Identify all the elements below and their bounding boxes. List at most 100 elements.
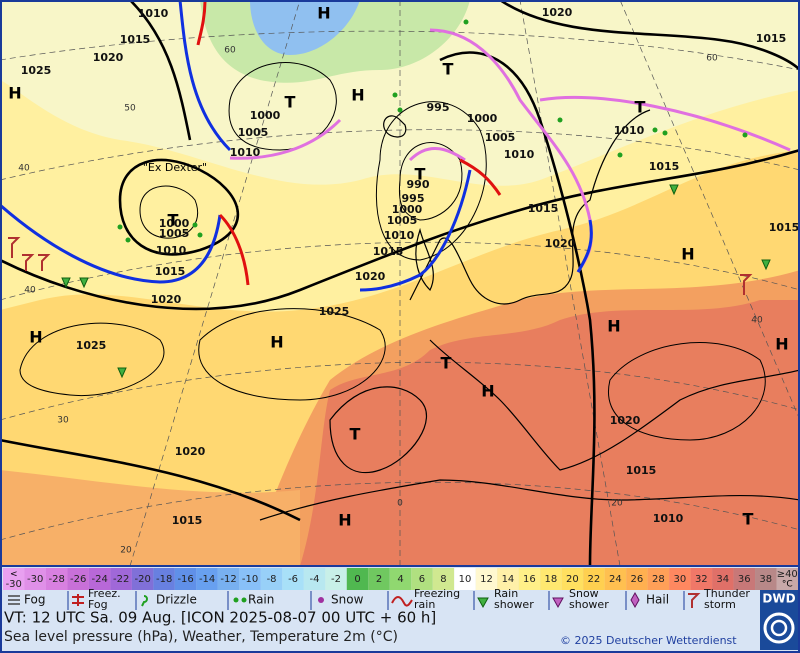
logo-swirl: [763, 612, 795, 644]
icon: [72, 594, 84, 606]
scale-cell: [110, 568, 132, 590]
scale-cell: [174, 568, 197, 590]
scale-cell: [217, 568, 240, 590]
scale-cell: [196, 568, 218, 590]
icon: [233, 597, 239, 603]
isobar-label: 1015: [769, 221, 800, 234]
isobar-label: 1005: [485, 131, 516, 144]
isobar-label: 1015: [626, 464, 657, 477]
isobar-label: 1020: [175, 445, 206, 458]
scale-label: -12: [220, 574, 236, 585]
isobar-label: 1025: [319, 305, 350, 318]
scale-cell: [475, 568, 498, 590]
scale-cell: [88, 568, 111, 590]
weather-symbols: [8, 19, 771, 379]
isobars: [2, 2, 798, 566]
valid-time: VT: 12 UTC Sa. 09 Aug. [ICON 2025-08-07 …: [4, 609, 436, 627]
scale-cell: [131, 568, 154, 590]
map-labels: 1010101510251020100010051010995100010051…: [8, 4, 800, 556]
grid-label: 60: [224, 46, 236, 56]
isobar-label: 1015: [120, 33, 151, 46]
scale-label: 12: [480, 574, 493, 585]
scale-cell: [389, 568, 412, 590]
isobar-label: 1010: [614, 124, 645, 137]
scale-label: -2: [331, 574, 341, 585]
scale-cell: [454, 568, 476, 590]
scale-label: 32: [695, 574, 708, 585]
cold-core: [250, 2, 360, 55]
isobar-label: 1005: [159, 227, 190, 240]
isobar-label: 1015: [155, 265, 186, 278]
scale-cell: [604, 568, 627, 590]
grid-label: 30: [57, 416, 69, 426]
scale-label: -14: [199, 574, 215, 585]
scale-cell: [690, 568, 713, 590]
scale-cell: [3, 568, 25, 590]
pressure-system: H: [681, 245, 694, 264]
isobar-label: 1005: [238, 126, 269, 139]
pressure-system: T: [443, 60, 454, 79]
weather-legend-label: Fog: [88, 598, 108, 611]
isobar-label: 1005: [387, 214, 418, 227]
grid-label: 40: [18, 164, 30, 174]
grid-label: 50: [124, 104, 136, 114]
scale-cell: [303, 568, 326, 590]
grid-label: 20: [611, 499, 623, 509]
icon: [552, 597, 564, 609]
scale-cell: [368, 568, 390, 590]
africa-zone: [2, 470, 300, 566]
temperature-scale: <-30 -30 -28 -26 -24 -22 -20 -18 -16 -14 -12 -10 -8-…: [3, 568, 798, 590]
weather-legend-label: rain: [414, 598, 435, 611]
icon: [688, 593, 701, 608]
scale-label: -16: [177, 574, 193, 585]
weather-legend-label: Rain: [494, 587, 518, 600]
scale-label: 24: [609, 574, 622, 585]
very-hot-zone: [300, 300, 798, 566]
storm-name: "Ex Dexter": [143, 161, 207, 174]
icon: [391, 596, 413, 607]
grid-label: 20: [120, 546, 132, 556]
weather-legend-label: Rain: [248, 593, 274, 607]
weather-legend-label: Hail: [646, 593, 669, 607]
weather-legend-label: shower: [569, 598, 609, 611]
isobar-label: 1010: [653, 512, 684, 525]
pressure-system: H: [29, 328, 42, 347]
scale-cell: [411, 568, 433, 590]
weather-legend-label: shower: [494, 598, 534, 611]
pressure-system: T: [635, 98, 646, 117]
grid-label: 0: [397, 499, 403, 509]
scale-label: -24: [92, 574, 108, 585]
scale-label: -26: [70, 574, 86, 585]
scale-label: 22: [588, 574, 601, 585]
isobar-label: 1015: [756, 32, 787, 45]
weather-legend-label: storm: [704, 598, 736, 611]
scale-cell: [712, 568, 734, 590]
logo-text: DWD: [762, 592, 795, 606]
grid-label: 40: [751, 316, 763, 326]
scale-label: -30: [6, 579, 22, 590]
scale-label: °C: [782, 580, 793, 590]
weather-legend-label: Freez.: [88, 587, 121, 600]
scale-label: -30: [27, 574, 43, 585]
scale-label: -20: [134, 574, 150, 585]
weather-legend-label: Drizzle: [156, 593, 197, 607]
weather-legend-label: Snow: [569, 587, 599, 600]
pressure-system: T: [350, 425, 361, 444]
icon: [318, 597, 324, 603]
scale-label: <: [10, 570, 18, 580]
isobar-label: 1010: [504, 148, 535, 161]
pressure-system: H: [775, 335, 788, 354]
fronts: [2, 2, 791, 292]
scale-cell: [153, 568, 175, 590]
pressure-system: H: [607, 317, 620, 336]
scale-label: 36: [738, 574, 751, 585]
map: 1010101510251020100010051010995100010051…: [2, 2, 800, 566]
weather-legend-label: Thunder: [703, 587, 750, 600]
scale-cell: [733, 568, 756, 590]
scale-cell: [669, 568, 691, 590]
isobar-label: 990: [407, 178, 430, 191]
scale-label: -4: [310, 574, 320, 585]
scale-label: -18: [156, 574, 172, 585]
